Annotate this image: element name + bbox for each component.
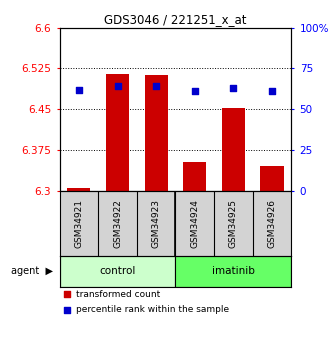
- Text: imatinib: imatinib: [212, 266, 255, 276]
- Text: GSM34925: GSM34925: [229, 199, 238, 248]
- Text: GSM34923: GSM34923: [152, 199, 161, 248]
- Bar: [60, 256, 175, 287]
- Point: [76, 87, 81, 93]
- Text: percentile rank within the sample: percentile rank within the sample: [76, 305, 229, 314]
- Point: [64, 307, 69, 313]
- Text: GSM34922: GSM34922: [113, 199, 122, 248]
- Text: GSM34926: GSM34926: [267, 199, 276, 248]
- Title: GDS3046 / 221251_x_at: GDS3046 / 221251_x_at: [104, 13, 247, 27]
- Bar: [260, 166, 284, 191]
- Point: [115, 83, 120, 89]
- Bar: [106, 74, 129, 191]
- Bar: [67, 188, 90, 191]
- Point: [192, 88, 197, 93]
- Text: GSM34921: GSM34921: [74, 199, 83, 248]
- Text: control: control: [99, 266, 136, 276]
- Text: agent  ▶: agent ▶: [11, 266, 53, 276]
- Bar: [175, 256, 291, 287]
- Bar: [222, 108, 245, 191]
- Text: transformed count: transformed count: [76, 290, 160, 299]
- Point: [231, 86, 236, 91]
- Text: GSM34924: GSM34924: [190, 199, 199, 248]
- Bar: [145, 75, 168, 191]
- Bar: [183, 162, 206, 191]
- Point: [64, 292, 69, 297]
- Point: [154, 83, 159, 89]
- Point: [269, 88, 275, 93]
